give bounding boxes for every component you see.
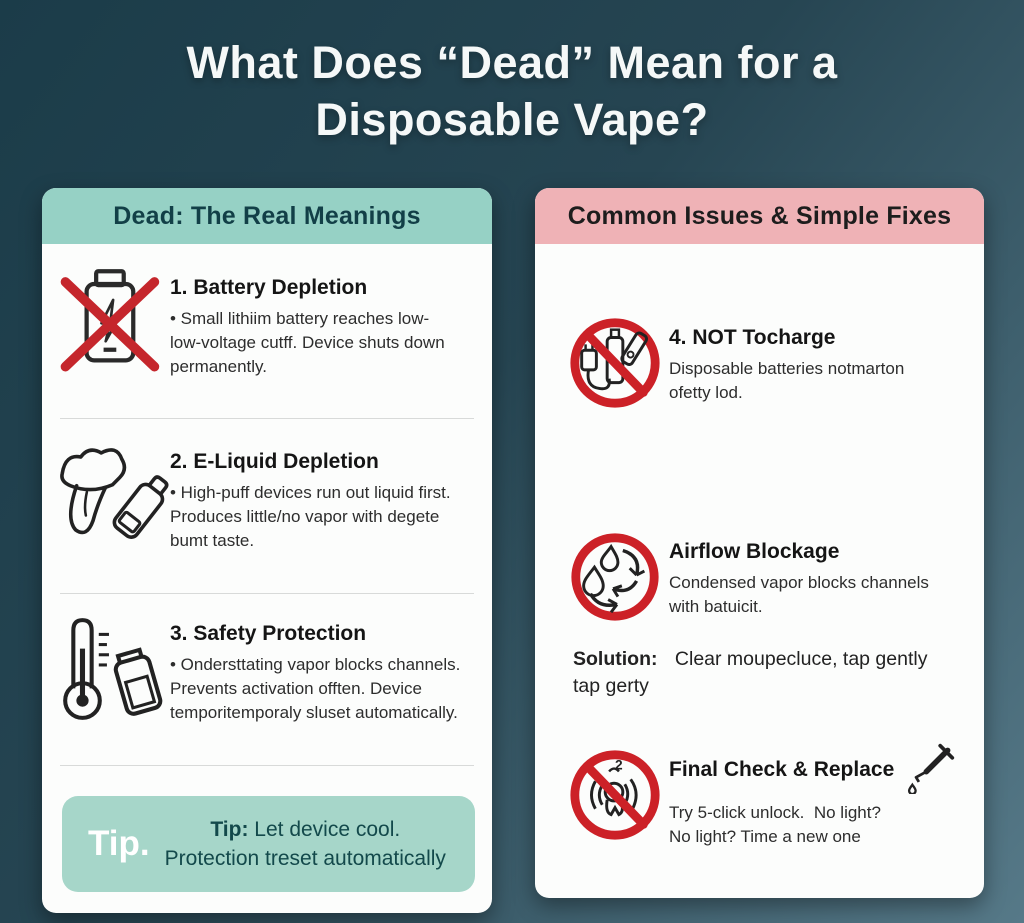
item-body: Try 5-click unlock. No light? No light? …: [669, 803, 881, 846]
item-title: Final Check & Replace: [669, 758, 895, 781]
page-title: What Does “Dead” Mean for a Disposable V…: [0, 34, 1024, 148]
item-title: 2. E-Liquid Depletion: [170, 450, 379, 473]
left-card-title: Dead: The Real Meanings: [113, 201, 421, 230]
item-title: 4. NOT Tocharge: [669, 326, 836, 349]
page-title-line2: Disposable Vape?: [315, 94, 709, 145]
no-charging-icon: [561, 314, 669, 412]
page-title-line1: What Does “Dead” Mean for a: [186, 37, 838, 88]
tip-text: Tip: Let device cool. Protection treset …: [150, 815, 475, 873]
not-tocharge-item: 4. NOT Tocharge Disposable batteries not…: [561, 314, 972, 412]
item-body: • Ondersttating vapor blocks channels. P…: [170, 655, 461, 722]
tip-line2: Protection treset automatically: [164, 847, 446, 870]
battery-dead-icon: [52, 266, 170, 372]
item-body: • Small lithiim battery reaches low- low…: [170, 309, 445, 376]
tip-bold-label: Tip:: [210, 818, 249, 841]
svg-text:2: 2: [615, 758, 623, 773]
battery-depletion-item: 1. Battery Depletion • Small lithiim bat…: [52, 266, 478, 379]
eyedropper-icon: [904, 742, 956, 794]
solution-line1: Clear moupecluce, tap gently: [674, 648, 928, 670]
item-body: • High-puff devices run out liquid first…: [170, 483, 451, 550]
tip-box: Tip. Tip: Let device cool. Protection tr…: [62, 796, 475, 892]
tip-big-label: Tip.: [88, 824, 150, 863]
left-card-header: Dead: The Real Meanings: [42, 188, 492, 244]
solution-note: Solution: Clear moupecluce, tap gently t…: [573, 646, 927, 700]
thermometer-overheat-icon: [52, 612, 170, 724]
burnt-taste-tongue-icon: [52, 440, 170, 552]
divider: [60, 418, 474, 419]
item-title: 3. Safety Protection: [170, 622, 367, 645]
eliquid-depletion-item: 2. E-Liquid Depletion • High-puff device…: [52, 440, 478, 553]
solution-label: Solution:: [573, 648, 658, 670]
airflow-blockage-icon: [561, 528, 669, 626]
divider: [60, 765, 474, 766]
left-card: Dead: The Real Meanings 1. Battery Deple…: [42, 188, 492, 913]
right-card-header: Common Issues & Simple Fixes: [535, 188, 984, 244]
item-title: 1. Battery Depletion: [170, 276, 368, 299]
right-card: Common Issues & Simple Fixes: [535, 188, 984, 898]
final-check-item: 2 Final Check & Replace: [561, 743, 972, 849]
no-activation-icon: 2: [561, 746, 669, 844]
item-body: Disposable batteries notmarton ofetty lo…: [669, 359, 905, 402]
item-title: Airflow Blockage: [669, 540, 840, 563]
airflow-blockage-item: Airflow Blockage Condensed vapor blocks …: [561, 528, 972, 626]
safety-protection-item: 3. Safety Protection • Ondersttating vap…: [52, 612, 478, 725]
tip-line1: Let device cool.: [254, 818, 401, 841]
solution-line2: tap gerty: [573, 675, 649, 697]
right-card-title: Common Issues & Simple Fixes: [567, 201, 952, 230]
divider: [60, 593, 474, 594]
item-body: Condensed vapor blocks channels with bat…: [669, 573, 929, 616]
